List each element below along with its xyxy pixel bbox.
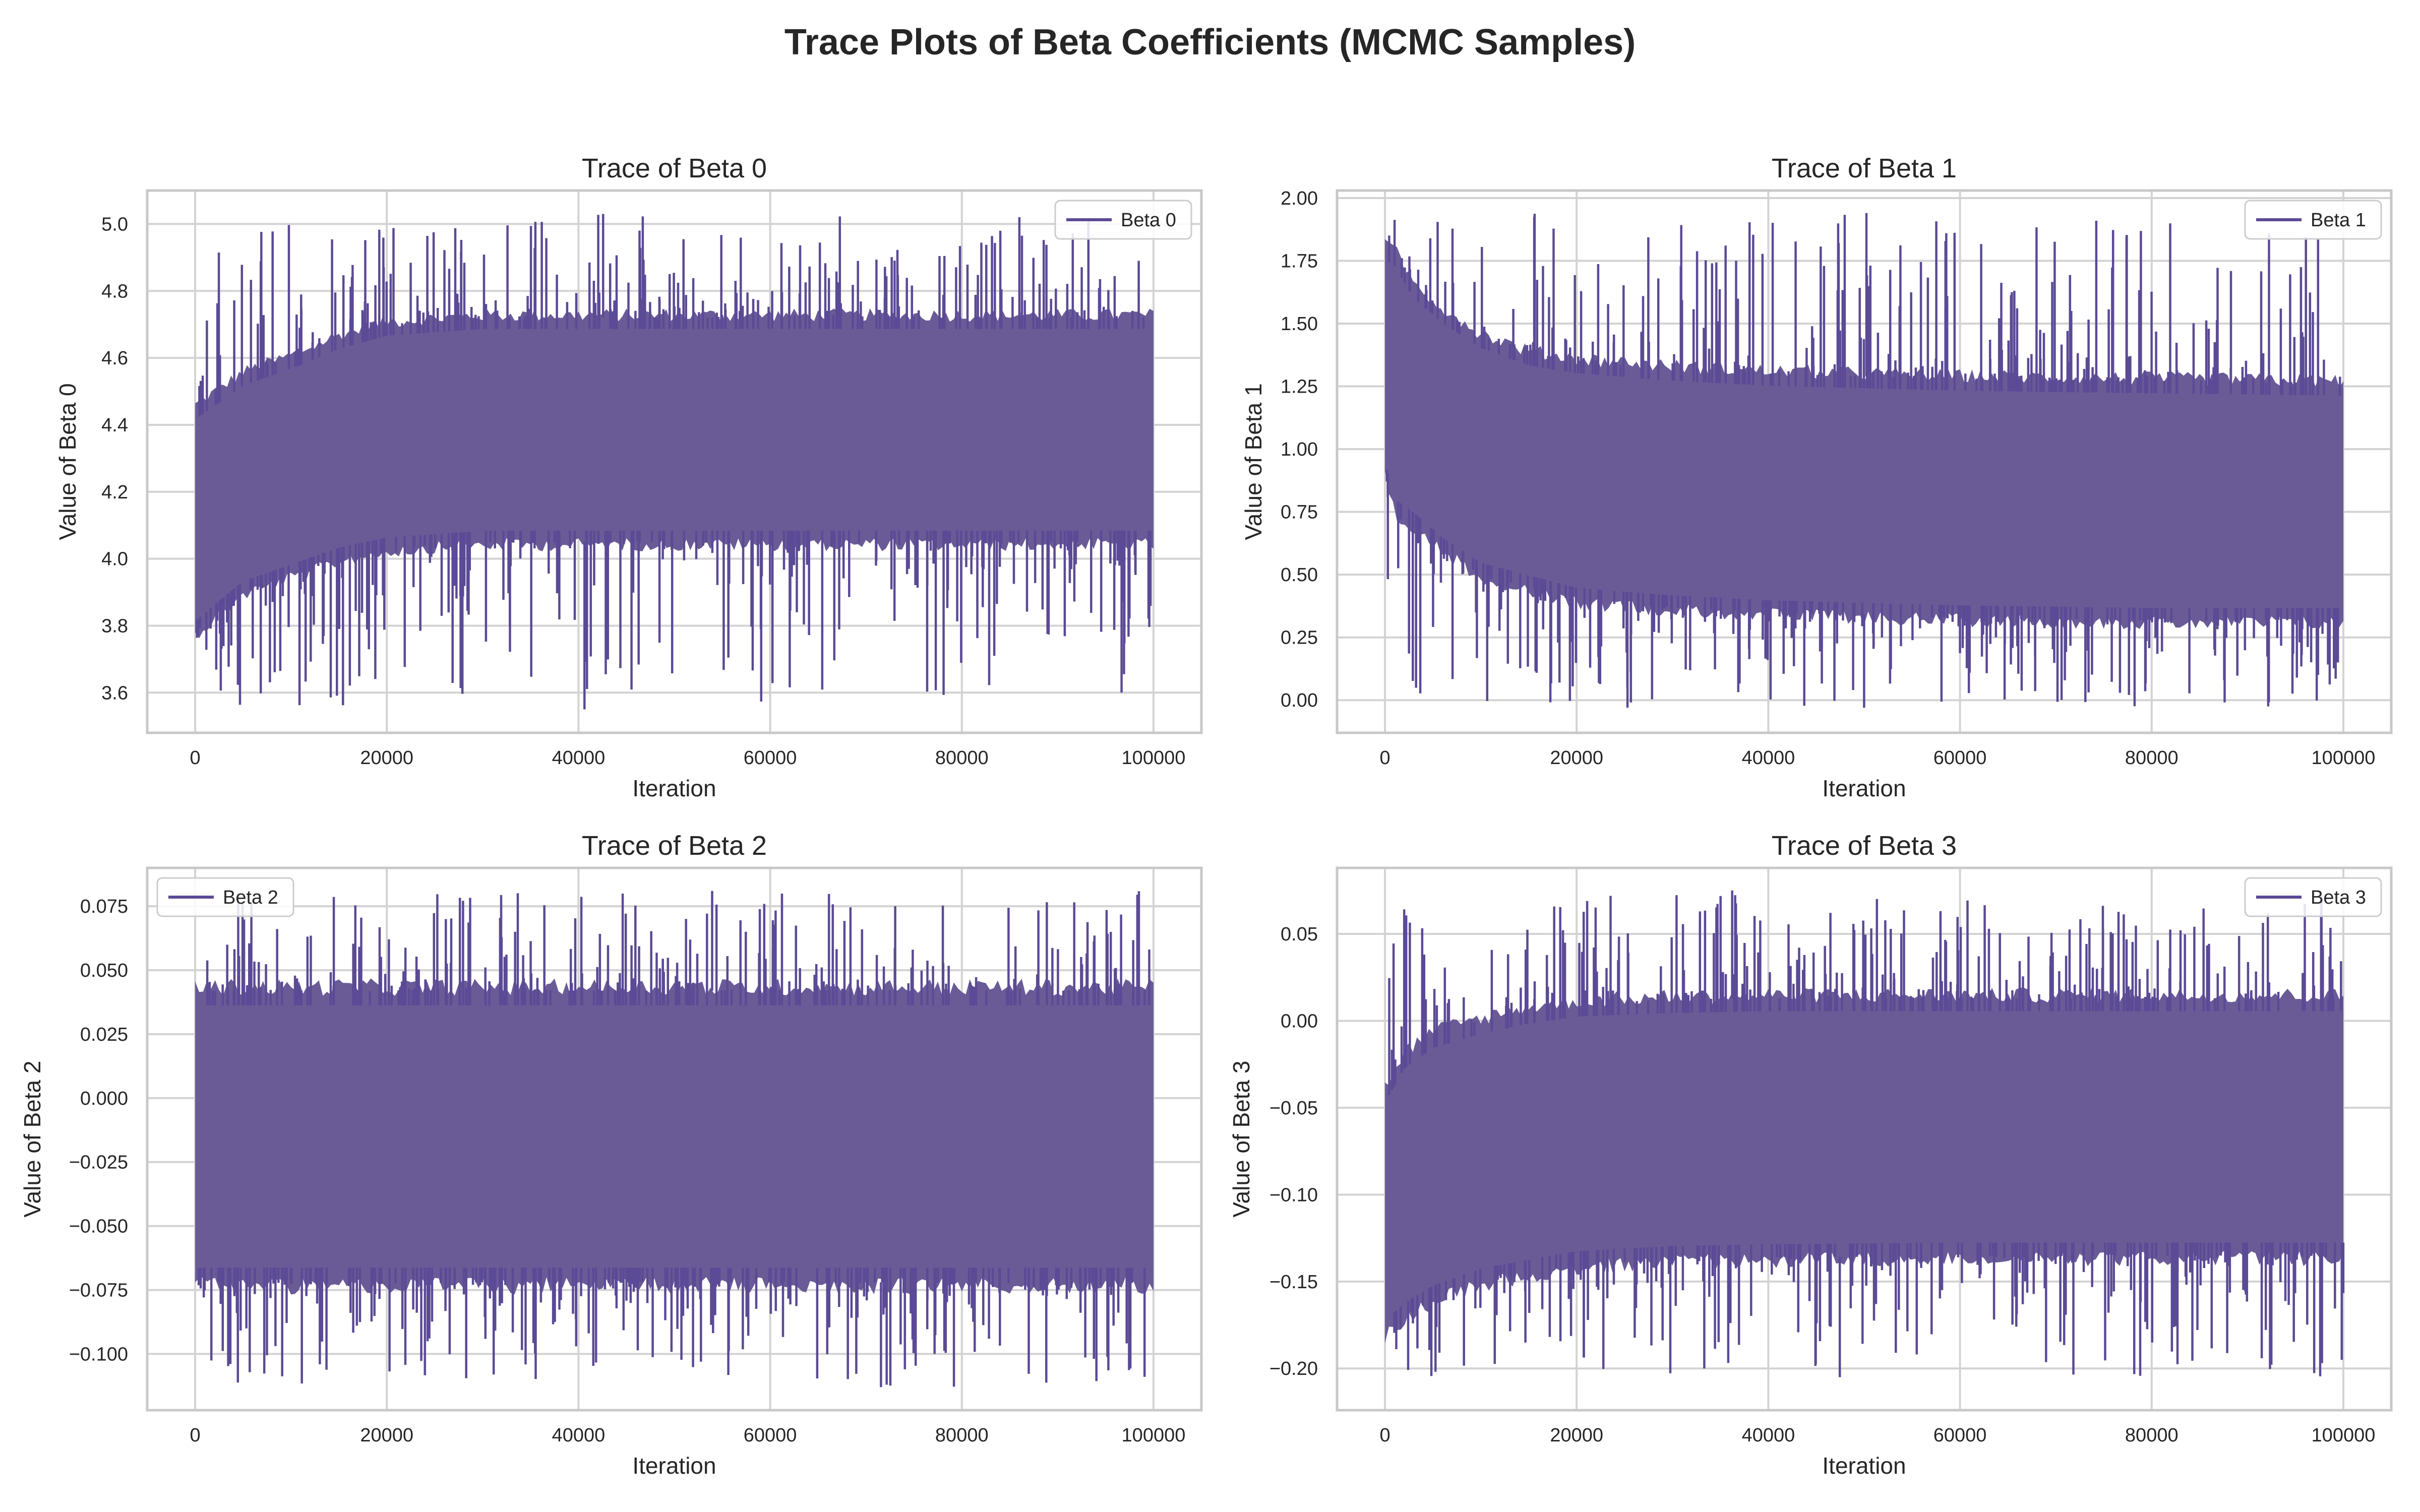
y-tick-label: 4.4 [101, 415, 128, 436]
x-tick-label: 0 [190, 1425, 200, 1446]
y-tick-label: 0.000 [80, 1088, 128, 1109]
trace-spikes-beta-3 [1388, 890, 2345, 1377]
y-tick-label: −0.10 [1269, 1184, 1318, 1206]
y-tick-label: 4.8 [101, 281, 128, 302]
y-tick-label: 4.0 [101, 549, 128, 570]
y-tick-label: 1.75 [1281, 250, 1318, 272]
trace-band-beta-0 [195, 308, 1154, 639]
y-tick-label: −0.075 [69, 1280, 128, 1301]
x-tick-label: 100000 [2312, 1425, 2376, 1446]
panel-title: Trace of Beta 1 [1772, 153, 1957, 183]
x-tick-label: 100000 [2312, 747, 2376, 769]
x-tick-label: 40000 [552, 747, 606, 769]
panel-title: Trace of Beta 0 [582, 153, 767, 183]
panel-beta-0: 0 20000 40000 60000 80000 100000 3.6 3.8 4.0 4.2 4… [54, 153, 1203, 801]
y-tick-label: 0.25 [1281, 627, 1318, 649]
x-axis-label: Iteration [632, 1453, 716, 1479]
trace-spikes-beta-1 [1385, 213, 2341, 708]
y-tick-label: 3.6 [101, 682, 128, 704]
x-tick-label: 60000 [744, 747, 797, 769]
y-tick-label: 0.075 [80, 896, 128, 917]
figure-title: Trace Plots of Beta Coefficients (MCMC S… [784, 22, 1636, 62]
panel-title: Trace of Beta 2 [582, 831, 767, 861]
y-tick-label: 4.6 [101, 348, 128, 369]
y-tick-label: 1.00 [1281, 439, 1318, 460]
trace-spikes-beta-0 [196, 214, 1152, 710]
y-tick-label: 2.00 [1281, 188, 1318, 209]
x-tick-label: 80000 [935, 1425, 989, 1446]
y-tick-label: −0.050 [69, 1216, 128, 1237]
legend: Beta 0 [1054, 200, 1192, 240]
panel-beta-2: 0 20000 40000 60000 80000 100000 −0.100 −0.075 −… [19, 831, 1203, 1479]
y-tick-label: 5.0 [101, 214, 128, 235]
y-tick-label: 3.8 [101, 615, 128, 637]
y-tick-label: 0.00 [1281, 690, 1318, 711]
y-tick-label: −0.100 [69, 1344, 128, 1365]
panel-beta-1: 0 20000 40000 60000 80000 100000 0.00 0.25 0.50 0… [1240, 153, 2393, 801]
x-tick-label: 60000 [744, 1425, 797, 1446]
x-axis-label: Iteration [1822, 775, 1906, 801]
legend: Beta 2 [156, 877, 294, 917]
y-tick-label: 4.2 [101, 482, 128, 503]
x-tick-label: 20000 [1550, 1425, 1603, 1446]
axes-frame [146, 189, 1203, 734]
y-tick-label: 0.75 [1281, 502, 1318, 523]
legend: Beta 3 [2244, 877, 2382, 917]
axes-frame [1336, 866, 2393, 1412]
y-axis-label: Value of Beta 0 [54, 383, 81, 540]
x-tick-label: 20000 [1550, 747, 1603, 769]
trace-spikes-beta-2 [197, 891, 1151, 1388]
legend-box [1054, 200, 1192, 240]
y-tick-label: 0.025 [80, 1024, 128, 1045]
y-axis-label: Value of Beta 1 [1240, 383, 1266, 540]
x-tick-label: 100000 [1122, 747, 1186, 769]
legend-box [2244, 877, 2382, 917]
x-tick-label: 40000 [552, 1425, 606, 1446]
legend-box [156, 877, 294, 917]
x-tick-label: 80000 [2125, 747, 2179, 769]
x-tick-label: 40000 [1742, 747, 1795, 769]
x-tick-label: 60000 [1933, 1425, 1987, 1446]
legend-label: Beta 3 [2311, 887, 2366, 908]
x-tick-label: 80000 [2125, 1425, 2179, 1446]
y-tick-label: −0.05 [1269, 1098, 1318, 1119]
x-axis-label: Iteration [1822, 1453, 1906, 1479]
y-tick-label: −0.025 [69, 1152, 128, 1173]
y-tick-label: −0.15 [1269, 1272, 1318, 1293]
x-tick-label: 0 [190, 747, 200, 769]
x-tick-label: 80000 [935, 747, 989, 769]
x-axis-label: Iteration [632, 775, 716, 801]
legend-label: Beta 2 [223, 887, 278, 908]
y-axis-label: Value of Beta 3 [1228, 1060, 1254, 1217]
y-tick-label: 0.05 [1281, 924, 1318, 945]
y-tick-label: 0.50 [1281, 564, 1318, 586]
legend-label: Beta 0 [1121, 210, 1176, 231]
x-tick-label: 20000 [360, 1425, 413, 1446]
axes-frame [1336, 189, 2393, 734]
y-tick-label: 1.25 [1281, 376, 1318, 398]
x-tick-label: 20000 [360, 747, 413, 769]
trace-band-beta-2 [195, 978, 1154, 1295]
panels: 0 20000 40000 60000 80000 100000 3.6 3.8 4.0 4.2 4… [19, 153, 2393, 1479]
y-tick-label: 0.00 [1281, 1011, 1318, 1032]
y-tick-label: 0.050 [80, 960, 128, 981]
legend-box [2244, 200, 2382, 240]
y-axis-label: Value of Beta 2 [19, 1060, 45, 1217]
x-tick-label: 0 [1379, 1425, 1390, 1446]
x-tick-label: 0 [1379, 747, 1390, 769]
x-tick-label: 40000 [1742, 1425, 1795, 1446]
x-tick-label: 60000 [1933, 747, 1987, 769]
y-tick-label: 1.50 [1281, 313, 1318, 335]
panel-title: Trace of Beta 3 [1772, 831, 1957, 861]
legend: Beta 1 [2244, 200, 2382, 240]
legend-label: Beta 1 [2311, 210, 2366, 231]
x-tick-label: 100000 [1122, 1425, 1186, 1446]
axes-frame [146, 866, 1203, 1412]
y-tick-label: −0.20 [1269, 1358, 1318, 1379]
panel-beta-3: 0 20000 40000 60000 80000 100000 −0.20 −0.15 −0.… [1228, 831, 2393, 1479]
trace-band-beta-1 [1385, 239, 2343, 629]
